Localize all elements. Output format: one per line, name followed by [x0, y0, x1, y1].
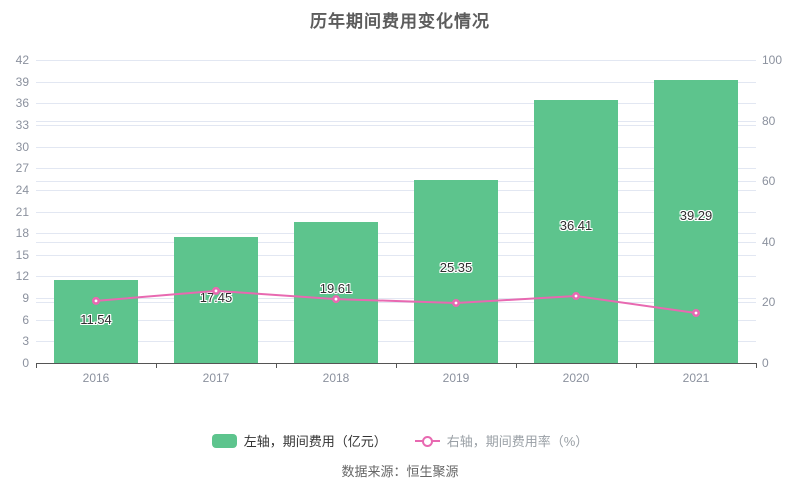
bar: [414, 180, 498, 363]
x-axis-label: 2018: [322, 371, 350, 385]
y-axis-tick-label-right: 20: [762, 295, 776, 310]
gridline: [36, 276, 756, 278]
bar-value-label: 25.35: [439, 259, 473, 275]
bar-value-label: 17.45: [199, 289, 233, 305]
gridline: [36, 302, 756, 304]
gridline: [36, 81, 756, 83]
bar-value-label: 36.41: [559, 218, 593, 234]
bar-value-label: 19.61: [319, 281, 353, 297]
x-axis-tick: [36, 363, 37, 368]
y-axis-tick-label-left: 18: [15, 226, 29, 241]
y-axis-tick-label-left: 15: [15, 247, 29, 262]
x-axis-label: 2021: [682, 371, 710, 385]
y-axis-tick-label-right: 100: [762, 53, 783, 67]
legend-item-bar[interactable]: 左轴，期间费用（亿元）: [211, 431, 387, 450]
gridline: [36, 341, 756, 343]
bar: [534, 100, 618, 363]
data-source-text: 数据来源：恒生聚源: [341, 464, 459, 479]
gridline: [36, 146, 756, 148]
y-axis-tick-label-left: 30: [15, 139, 29, 154]
gridline: [36, 233, 756, 235]
gridline: [36, 168, 756, 170]
x-axis-tick: [756, 363, 757, 368]
y-axis-tick-label-left: 6: [22, 312, 29, 327]
gridline: [36, 298, 756, 300]
gridline: [36, 211, 756, 213]
bar-value-label: 39.29: [679, 207, 713, 223]
legend-label-line: 右轴，期间费用率（%）: [446, 434, 589, 449]
y-axis-tick-label-left: 0: [22, 356, 29, 370]
gridline: [36, 181, 756, 183]
x-axis-label: 2020: [562, 371, 590, 385]
y-axis-tick-label-right: 60: [762, 174, 776, 189]
x-axis-tick: [276, 363, 277, 368]
chart-title: 历年期间费用变化情况: [310, 12, 490, 31]
y-axis-tick-label-left: 9: [22, 291, 29, 306]
bar-series-swatch-icon: [211, 433, 237, 448]
y-axis-tick-label-left: 24: [15, 182, 29, 197]
gridline: [36, 254, 756, 256]
y-axis-tick-label-right: 80: [762, 113, 776, 128]
y-axis-tick-label-right: 0: [762, 356, 769, 370]
y-axis-tick-label-left: 3: [22, 334, 29, 349]
y-axis-tick-label-left: 33: [15, 117, 29, 132]
y-axis-tick-label-right: 40: [762, 234, 776, 249]
gridline: [36, 120, 756, 122]
x-axis-label: 2019: [442, 371, 470, 385]
gridline: [36, 103, 756, 105]
gridline: [36, 60, 756, 61]
x-axis-tick: [156, 363, 157, 368]
y-axis-tick-label-left: 21: [15, 204, 29, 219]
gridline: [36, 189, 756, 191]
legend-item-line[interactable]: 右轴，期间费用率（%）: [414, 431, 589, 450]
bar-value-label: 11.54: [80, 311, 112, 327]
x-axis-tick: [396, 363, 397, 368]
line-series-marker-icon: [414, 434, 440, 448]
y-axis-tick-label-left: 27: [15, 161, 29, 176]
legend: 左轴，期间费用（亿元） 右轴，期间费用率（%）: [0, 431, 800, 450]
x-axis-tick: [636, 363, 637, 368]
x-axis-label: 2017: [202, 371, 230, 385]
gridline: [36, 241, 756, 243]
x-axis-label: 2016: [82, 371, 110, 385]
legend-label-bar: 左轴，期间费用（亿元）: [243, 434, 387, 449]
x-axis-tick: [516, 363, 517, 368]
y-axis-tick-label-left: 36: [15, 96, 29, 111]
gridline: [36, 124, 756, 126]
gridline: [36, 319, 756, 321]
y-axis-tick-label-left: 42: [15, 53, 29, 67]
y-axis-tick-label-left: 39: [15, 74, 29, 89]
y-axis-tick-label-left: 12: [15, 269, 29, 284]
